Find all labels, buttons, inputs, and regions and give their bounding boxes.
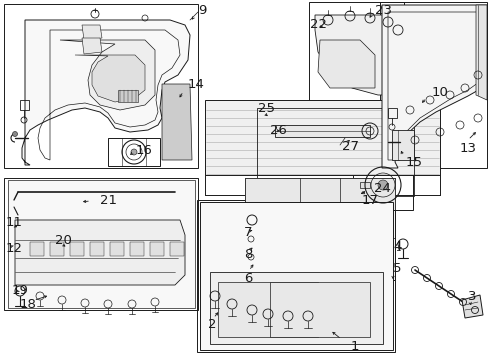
Text: 8: 8 — [244, 248, 252, 261]
Circle shape — [131, 149, 137, 155]
Polygon shape — [317, 40, 374, 88]
Polygon shape — [314, 15, 397, 95]
Bar — [352, 160, 412, 210]
Bar — [305, 214, 384, 274]
Polygon shape — [82, 25, 102, 40]
Text: 15: 15 — [405, 157, 422, 170]
Bar — [4, 4, 198, 168]
Circle shape — [377, 180, 387, 190]
Text: 21: 21 — [100, 194, 117, 207]
Bar — [246, 235, 254, 243]
Bar — [269, 282, 369, 337]
Text: 18: 18 — [20, 298, 37, 311]
Polygon shape — [162, 84, 192, 160]
Polygon shape — [209, 272, 382, 344]
Bar — [359, 182, 369, 188]
Bar — [379, 2, 486, 168]
Text: 14: 14 — [187, 77, 204, 90]
Polygon shape — [475, 5, 486, 100]
Text: 17: 17 — [361, 194, 378, 207]
Bar — [4, 178, 198, 310]
Text: 13: 13 — [459, 141, 476, 154]
Text: 16: 16 — [136, 144, 153, 157]
Polygon shape — [204, 100, 439, 175]
Text: 2: 2 — [207, 319, 216, 332]
Text: 25: 25 — [258, 102, 274, 114]
Polygon shape — [50, 242, 64, 256]
Bar — [218, 282, 317, 337]
Polygon shape — [244, 178, 394, 210]
Text: 22: 22 — [309, 18, 326, 31]
Bar — [391, 130, 413, 160]
Bar — [257, 108, 413, 196]
Polygon shape — [200, 202, 392, 350]
Bar — [308, 2, 403, 100]
Text: 11: 11 — [6, 216, 23, 230]
Polygon shape — [75, 55, 145, 102]
Polygon shape — [170, 242, 183, 256]
Bar — [246, 215, 257, 225]
Polygon shape — [8, 180, 195, 308]
Polygon shape — [90, 242, 104, 256]
Text: 27: 27 — [341, 140, 358, 153]
Polygon shape — [461, 295, 482, 318]
Circle shape — [13, 131, 18, 136]
Bar — [246, 252, 254, 262]
Bar — [108, 138, 160, 166]
Polygon shape — [30, 242, 44, 256]
Text: 10: 10 — [431, 85, 448, 99]
Text: 9: 9 — [198, 4, 206, 18]
Polygon shape — [244, 178, 394, 280]
Polygon shape — [60, 40, 155, 110]
Text: 7: 7 — [244, 225, 252, 238]
Bar — [118, 90, 138, 102]
Polygon shape — [70, 242, 84, 256]
Text: 24: 24 — [373, 181, 390, 194]
Polygon shape — [82, 38, 102, 54]
Polygon shape — [15, 220, 184, 285]
Bar — [197, 200, 394, 352]
Polygon shape — [22, 20, 190, 165]
Bar — [20, 100, 29, 110]
Text: 5: 5 — [392, 261, 401, 274]
Text: 19: 19 — [12, 284, 29, 297]
Text: 26: 26 — [269, 123, 286, 136]
Text: 6: 6 — [244, 271, 252, 284]
Text: 23: 23 — [374, 4, 391, 17]
Text: 20: 20 — [55, 234, 72, 247]
Text: 4: 4 — [392, 240, 401, 253]
Text: 12: 12 — [6, 242, 23, 255]
Bar — [387, 108, 396, 118]
Bar — [274, 125, 369, 137]
Bar — [257, 214, 336, 274]
Polygon shape — [150, 242, 163, 256]
Polygon shape — [381, 5, 486, 168]
Polygon shape — [110, 242, 124, 256]
Polygon shape — [130, 242, 143, 256]
Text: 3: 3 — [467, 289, 475, 302]
Text: 1: 1 — [350, 341, 359, 354]
